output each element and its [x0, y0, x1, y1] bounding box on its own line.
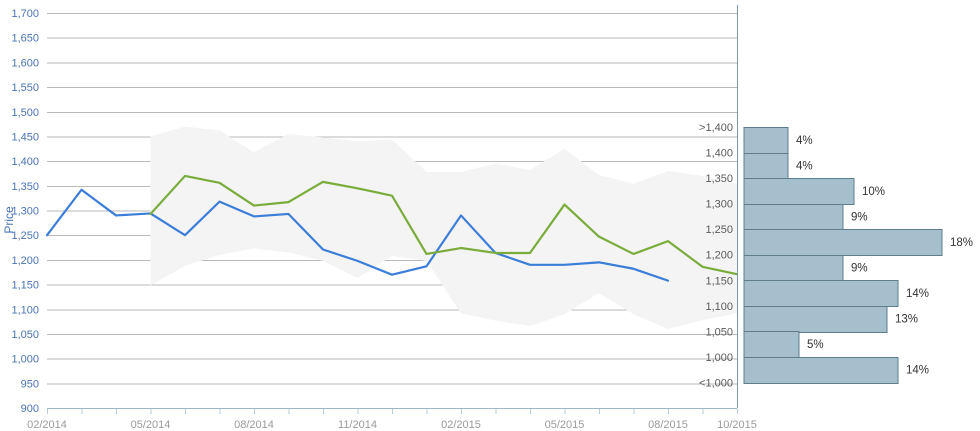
histogram-bin-label: 1,050 — [705, 326, 733, 338]
y-tick-label: 1,300 — [11, 206, 39, 218]
histogram-bin-label: 1,150 — [705, 275, 733, 287]
price-series-lines — [45, 174, 739, 282]
histogram-bin-labels: >1,400 1,400 1,350 1,300 1,250 1,200 1,150 1,10… — [699, 122, 733, 389]
histogram-bar[interactable] — [743, 178, 855, 205]
y-tick-label: 1,700 — [11, 8, 39, 20]
histogram-bin-label: 1,300 — [705, 199, 733, 211]
y-axis-title: Price — [2, 206, 16, 234]
y-tick-label: 1,400 — [11, 156, 39, 168]
y-tick-label: 1,500 — [11, 107, 39, 119]
histogram-percent-label: 4% — [796, 160, 813, 172]
histogram-bin-label: 1,200 — [705, 250, 733, 262]
histogram-bin-label: 1,250 — [705, 224, 733, 236]
y-tick-label: 1,350 — [11, 181, 39, 193]
y-tick-label: 1,250 — [11, 230, 39, 242]
histogram-bar[interactable] — [743, 280, 899, 307]
y-tick-label: 1,200 — [11, 255, 39, 267]
histogram-percent-labels: 4% 4% 10% 9% 18% 9% 14% 13% 5% 14% — [796, 135, 973, 377]
x-tick-label: 08/2014 — [234, 419, 274, 431]
histogram-percent-label: 14% — [906, 365, 929, 377]
x-axis — [47, 5, 739, 414]
histogram-bin-label: >1,400 — [699, 122, 733, 134]
histogram-bar[interactable] — [743, 153, 789, 180]
histogram-bar[interactable] — [743, 127, 789, 154]
y-tick-label: 900 — [21, 403, 39, 415]
histogram-percent-label: 10% — [862, 186, 885, 198]
histogram-percent-label: 9% — [851, 263, 868, 275]
histogram-bin-label: 1,100 — [705, 301, 733, 313]
x-tick-label: 08/2015 — [648, 419, 688, 431]
histogram-bin-label: 1,000 — [705, 352, 733, 364]
x-tick-label: 02/2014 — [27, 419, 67, 431]
y-axis-tick-labels: 1,700 1,650 1,600 1,550 1,500 1,450 1,400 1,350… — [11, 8, 39, 415]
histogram-percent-label: 5% — [807, 339, 824, 351]
x-tick-label: 02/2015 — [441, 419, 481, 431]
histogram-percent-label: 9% — [851, 211, 868, 223]
x-axis-tick-labels: 02/2014 05/2014 08/2014 11/2014 02/2015 05/20… — [27, 419, 757, 431]
histogram-percent-label: 18% — [950, 237, 973, 249]
histogram-bar[interactable] — [743, 229, 943, 256]
y-tick-label: 1,150 — [11, 280, 39, 292]
histogram-percent-label: 14% — [906, 288, 929, 300]
price-distribution-bars — [743, 127, 943, 384]
y-tick-label: 950 — [21, 378, 39, 390]
y-tick-label: 1,550 — [11, 82, 39, 94]
series-line-forecast-price — [149, 174, 739, 276]
y-tick-label: 1,000 — [11, 354, 39, 366]
histogram-bar[interactable] — [743, 255, 844, 282]
histogram-bar[interactable] — [743, 204, 844, 231]
y-tick-label: 1,450 — [11, 131, 39, 143]
y-tick-label: 1,050 — [11, 329, 39, 341]
histogram-percent-label: 4% — [796, 135, 813, 147]
histogram-bar[interactable] — [743, 357, 899, 384]
y-tick-label: 1,100 — [11, 304, 39, 316]
y-tick-label: 1,600 — [11, 57, 39, 69]
histogram-bar[interactable] — [743, 331, 800, 358]
histogram-bin-label: <1,000 — [699, 377, 733, 389]
histogram-bin-label: 1,350 — [705, 173, 733, 185]
x-tick-label: 10/2015 — [717, 419, 757, 431]
histogram-percent-label: 13% — [895, 314, 918, 326]
forecast-range-area — [150, 126, 737, 329]
forecast-range-band — [150, 126, 737, 329]
x-tick-label: 05/2015 — [545, 419, 585, 431]
x-tick-label: 11/2014 — [338, 419, 377, 431]
y-tick-label: 1,650 — [11, 33, 39, 45]
x-tick-label: 05/2014 — [131, 419, 171, 431]
histogram-bar[interactable] — [743, 306, 888, 333]
histogram-bin-label: 1,400 — [705, 148, 733, 160]
